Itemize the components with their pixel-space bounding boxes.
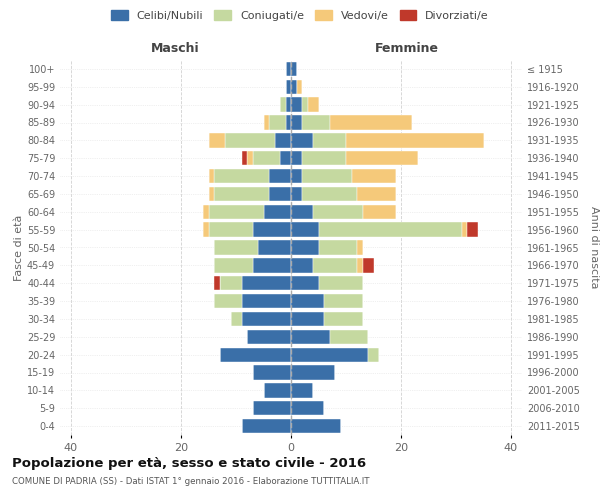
Bar: [220, 348, 291, 362]
Bar: [291, 187, 302, 201]
Bar: [253, 222, 291, 237]
Bar: [319, 240, 357, 254]
Text: COMUNE DI PADRIA (SS) - Dati ISTAT 1° gennaio 2016 - Elaborazione TUTTITALIA.IT: COMUNE DI PADRIA (SS) - Dati ISTAT 1° ge…: [12, 478, 370, 486]
Bar: [253, 258, 291, 272]
Bar: [286, 98, 291, 112]
Bar: [291, 204, 313, 219]
Bar: [291, 294, 324, 308]
Bar: [241, 151, 247, 166]
Bar: [263, 383, 291, 398]
Bar: [291, 222, 319, 237]
Bar: [324, 294, 362, 308]
Bar: [214, 187, 269, 201]
Text: Maschi: Maschi: [151, 42, 200, 54]
Bar: [296, 80, 302, 94]
Bar: [291, 401, 324, 415]
Bar: [214, 294, 241, 308]
Bar: [263, 116, 269, 130]
Bar: [269, 187, 291, 201]
Bar: [241, 312, 291, 326]
Bar: [209, 133, 225, 148]
Bar: [357, 187, 395, 201]
Bar: [302, 98, 308, 112]
Bar: [357, 240, 362, 254]
Bar: [286, 116, 291, 130]
Bar: [291, 98, 302, 112]
Bar: [247, 151, 253, 166]
Bar: [329, 116, 412, 130]
Bar: [286, 62, 291, 76]
Bar: [291, 383, 313, 398]
Bar: [313, 204, 362, 219]
Bar: [209, 204, 263, 219]
Bar: [291, 151, 302, 166]
Bar: [291, 258, 313, 272]
Bar: [209, 187, 214, 201]
Bar: [461, 222, 467, 237]
Bar: [269, 169, 291, 183]
Bar: [291, 240, 319, 254]
Bar: [209, 222, 253, 237]
Bar: [263, 204, 291, 219]
Bar: [302, 116, 329, 130]
Bar: [308, 98, 319, 112]
Text: Popolazione per età, sesso e stato civile - 2016: Popolazione per età, sesso e stato civil…: [12, 458, 366, 470]
Bar: [253, 401, 291, 415]
Bar: [362, 258, 373, 272]
Bar: [302, 187, 357, 201]
Bar: [220, 276, 241, 290]
Bar: [275, 133, 291, 148]
Bar: [324, 312, 362, 326]
Bar: [362, 204, 395, 219]
Bar: [313, 133, 346, 148]
Bar: [319, 276, 362, 290]
Bar: [291, 276, 319, 290]
Bar: [203, 204, 209, 219]
Bar: [291, 80, 296, 94]
Bar: [280, 151, 291, 166]
Bar: [291, 330, 329, 344]
Bar: [214, 258, 253, 272]
Bar: [302, 151, 346, 166]
Bar: [467, 222, 478, 237]
Bar: [291, 133, 313, 148]
Bar: [291, 62, 296, 76]
Bar: [269, 116, 286, 130]
Bar: [214, 169, 269, 183]
Bar: [253, 151, 280, 166]
Bar: [313, 258, 357, 272]
Bar: [291, 169, 302, 183]
Bar: [352, 169, 395, 183]
Bar: [214, 240, 258, 254]
Bar: [203, 222, 209, 237]
Bar: [225, 133, 275, 148]
Bar: [329, 330, 368, 344]
Bar: [280, 98, 286, 112]
Bar: [241, 419, 291, 433]
Bar: [291, 366, 335, 380]
Y-axis label: Anni di nascita: Anni di nascita: [589, 206, 599, 289]
Bar: [214, 276, 220, 290]
Bar: [357, 258, 362, 272]
Bar: [286, 80, 291, 94]
Bar: [230, 312, 241, 326]
Bar: [346, 133, 484, 148]
Bar: [241, 294, 291, 308]
Bar: [291, 419, 341, 433]
Y-axis label: Fasce di età: Fasce di età: [14, 214, 24, 280]
Bar: [209, 169, 214, 183]
Text: Femmine: Femmine: [374, 42, 439, 54]
Bar: [258, 240, 291, 254]
Bar: [346, 151, 418, 166]
Bar: [247, 330, 291, 344]
Bar: [368, 348, 379, 362]
Bar: [253, 366, 291, 380]
Bar: [291, 348, 368, 362]
Bar: [291, 116, 302, 130]
Bar: [291, 312, 324, 326]
Bar: [319, 222, 461, 237]
Bar: [241, 276, 291, 290]
Bar: [302, 169, 352, 183]
Legend: Celibi/Nubili, Coniugati/e, Vedovi/e, Divorziati/e: Celibi/Nubili, Coniugati/e, Vedovi/e, Di…: [107, 6, 493, 25]
